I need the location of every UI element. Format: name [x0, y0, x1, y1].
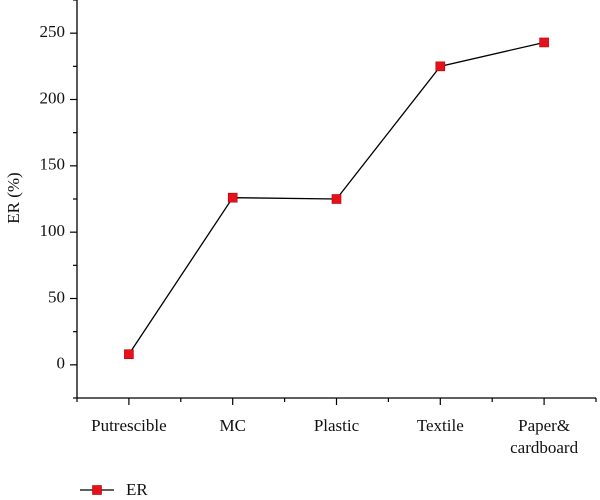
- legend: ER: [80, 480, 148, 499]
- legend-marker: [92, 485, 102, 495]
- y-tick-label: 100: [40, 221, 66, 240]
- y-axis-title: ER (%): [4, 172, 23, 223]
- data-point: [227, 192, 238, 203]
- y-tick-label: 50: [48, 287, 65, 306]
- x-tick-label: MC: [219, 416, 245, 435]
- x-tick-label: Textile: [417, 416, 464, 435]
- x-tick-label: Plastic: [314, 416, 360, 435]
- y-tick-label: 150: [40, 155, 66, 174]
- data-point: [331, 194, 342, 204]
- x-axis-ticks: Putrescible MC Plastic Textile Paper& cardboa…: [76, 398, 597, 457]
- legend-label: ER: [126, 480, 148, 499]
- y-tick-label: 250: [40, 22, 66, 41]
- x-tick-label: Paper& cardboard: [510, 416, 578, 457]
- y-tick-label: 0: [57, 354, 66, 373]
- x-tick-label: Putrescible: [91, 416, 167, 435]
- data-point: [435, 61, 446, 72]
- y-axis-ticks: 0 50 100 150 200 250: [40, 0, 77, 399]
- y-tick-label: 200: [40, 88, 66, 107]
- data-point: [539, 37, 549, 48]
- series-er: [124, 37, 549, 360]
- data-point: [124, 349, 134, 360]
